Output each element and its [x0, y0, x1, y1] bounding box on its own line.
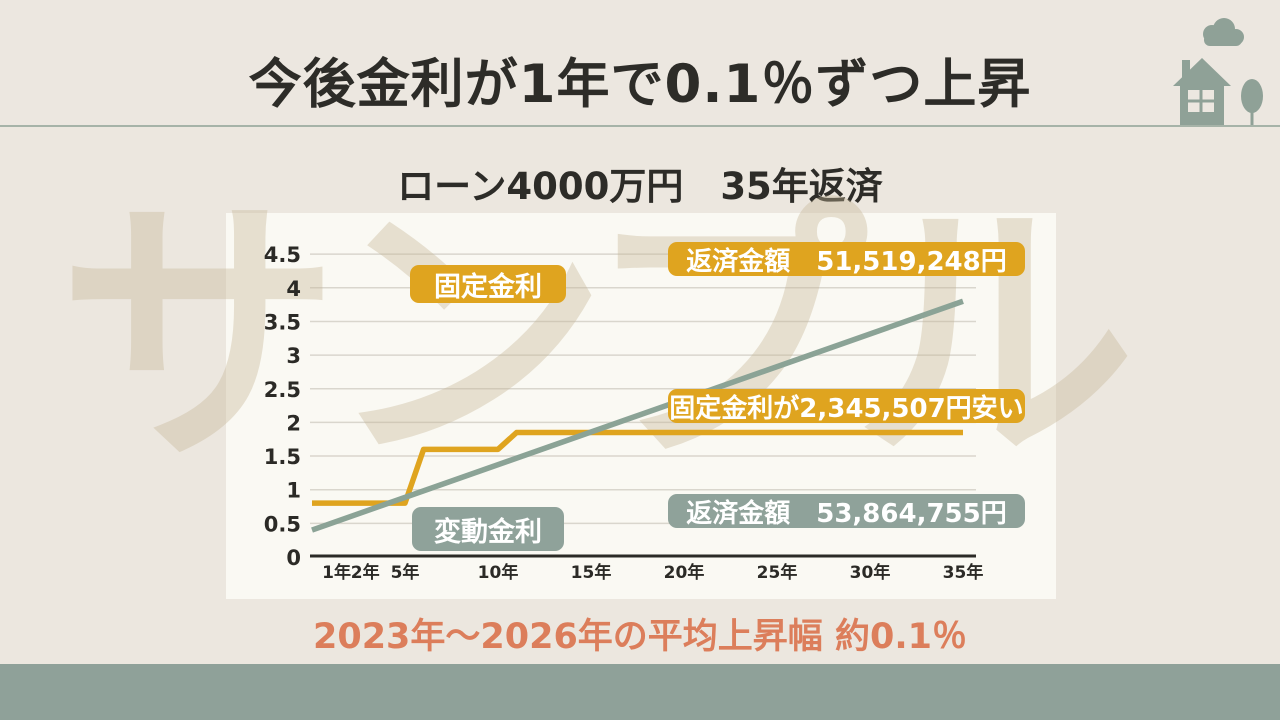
house-illustration: [1173, 18, 1263, 125]
footer-bar: [0, 664, 1280, 720]
header-band: [0, 0, 1280, 127]
chart-subtitle: ローン4000万円 35年返済: [397, 165, 883, 208]
variable-rate-legend: 変動金利: [412, 507, 564, 551]
difference-label: 固定金利が2,345,507円安い: [668, 389, 1025, 424]
window-icon: [1188, 90, 1214, 112]
variable-total-label: 返済金額 53,864,755円: [668, 494, 1025, 529]
tree-icon: [1241, 79, 1263, 125]
fixed-rate-legend: 固定金利: [410, 265, 566, 303]
page-title: 今後金利が1年で0.1％ずつ上昇: [248, 54, 1032, 115]
fixed-total-label: 返済金額 51,519,248円: [668, 242, 1025, 277]
cloud-icon: [1203, 18, 1244, 46]
footnote: 2023年〜2026年の平均上昇幅 約0.1％: [312, 617, 967, 657]
